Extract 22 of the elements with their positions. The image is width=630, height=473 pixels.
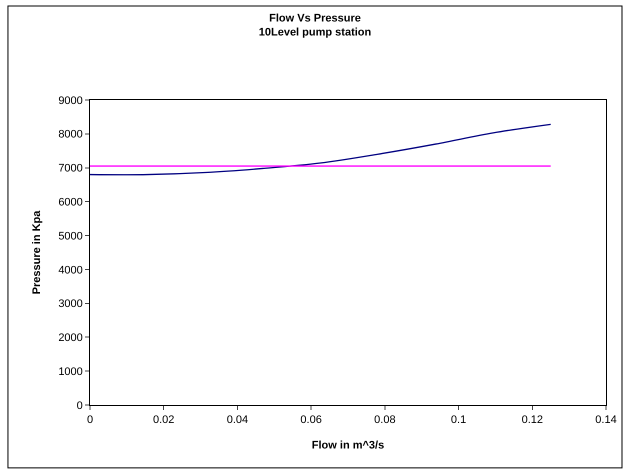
y-tick-label: 6000 [58,196,83,209]
x-tick-label: 0.04 [226,414,248,426]
chart-title: Flow Vs Pressure 10Level pump station [258,12,372,39]
x-axis-title: Flow in m^3/s [312,439,384,452]
x-tick-label: 0.08 [374,414,396,426]
x-tick-label: 0.06 [300,414,322,426]
y-tick-label: 0 [76,400,83,412]
y-tick-label: 5000 [58,230,83,242]
x-tick-label: 0.14 [595,414,617,426]
y-tick-label: 2000 [58,332,83,344]
y-tick-label: 8000 [58,128,83,141]
x-tick-label: 0.02 [153,414,174,426]
x-tick-label: 0.12 [522,414,543,426]
y-tick-label: 1000 [58,366,83,378]
line-series [90,124,552,176]
y-axis-title: Pressure in Kpa [30,210,43,294]
x-tick-label: 0 [86,414,94,426]
y-tick-label: 3000 [58,298,83,310]
y-tick-label: 9000 [58,94,83,107]
x-tick-label: 0.1 [450,414,466,426]
y-tick-label: 4000 [58,264,83,276]
y-tick-label: 7000 [58,162,83,175]
